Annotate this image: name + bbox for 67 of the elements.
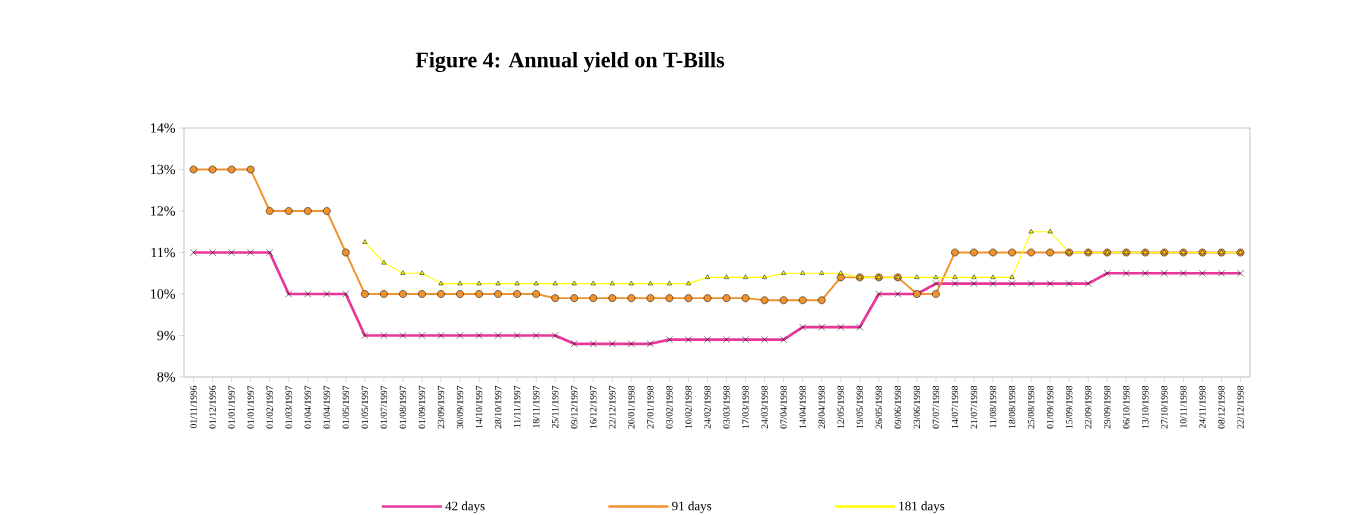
x-tick-label: 09/06/1998: [894, 385, 902, 429]
x-tick-label: 01/08/1997: [399, 385, 407, 429]
x-tick-label: 13/10/1998: [1142, 385, 1149, 428]
x-tick-label: 01/11/1996: [190, 385, 197, 429]
x-tick-label: 14/07/1998: [951, 385, 959, 428]
x-tick-label: 01/12/1996: [209, 385, 216, 429]
x-tick-label: 27/10/1998: [1161, 385, 1168, 429]
x-tick-label: 03/03/1998: [723, 385, 730, 429]
x-tick-label: 07/04/1998: [780, 385, 787, 429]
x-tick-label: 18/11/1997: [532, 385, 540, 428]
x-tick-label: 25/11/1997: [552, 385, 559, 429]
x-tick-label: 11/11/1997: [513, 385, 521, 428]
x-tick-label: 20/01/1998: [628, 385, 635, 429]
x-tick-label: 22/09/1998: [1084, 385, 1092, 429]
x-tick-label: 01/05/1997: [342, 385, 350, 429]
x-tick-label: 01/04/1997: [304, 385, 311, 429]
x-tick-label: 19/05/1998: [856, 385, 863, 428]
x-tick-label: 01/01/1997: [247, 385, 254, 429]
x-tick-label: 08/12/1998: [1218, 385, 1225, 429]
x-tick-label: 11/08/1998: [989, 385, 997, 428]
x-tick-label: 24/11/1998: [1199, 385, 1206, 429]
x-tick-label: 07/07/1998: [932, 385, 940, 429]
x-tick-label: 24/03/1998: [761, 385, 768, 429]
y-tick-label: 10%: [151, 289, 175, 299]
y-tick-label: 14%: [151, 123, 175, 133]
x-tick-label: 29/09/1998: [1104, 385, 1111, 429]
x-tick-label: 10/11/1998: [1180, 385, 1187, 428]
x-tick-label: 01/02/1997: [266, 385, 273, 429]
y-tick-label: 12%: [151, 206, 175, 216]
x-tick-label: 12/05/1998: [837, 385, 844, 428]
y-tick-label: 8%: [157, 372, 175, 382]
x-tick-label: 23/09/1997: [437, 385, 445, 429]
x-tick-label: 26/05/1998: [875, 385, 883, 429]
x-tick-label: 01/04/1997: [323, 385, 330, 429]
x-tick-label: 14/04/1998: [799, 385, 806, 428]
legend-label: 91 days: [672, 501, 712, 514]
x-tick-label: 09/12/1997: [571, 385, 578, 429]
y-tick-label: 13%: [151, 164, 175, 175]
x-tick-label: 01/09/1998: [1046, 385, 1054, 429]
x-tick-label: 03/02/1998: [666, 385, 673, 429]
x-tick-label: 18/08/1998: [1008, 385, 1016, 428]
x-tick-label: 23/06/1998: [913, 385, 921, 429]
x-tick-label: 06/10/1998: [1123, 385, 1130, 429]
legend-label: 42 days: [445, 501, 485, 514]
y-tick-label: 11%: [151, 247, 175, 258]
x-tick-label: 14/10/1997: [475, 385, 483, 428]
x-tick-label: 21/07/1998: [970, 385, 978, 429]
x-tick-label: 30/09/1997: [456, 385, 464, 429]
x-tick-label: 15/09/1998: [1065, 385, 1073, 428]
x-tick-label: 16/12/1997: [590, 385, 597, 428]
y-tick-label: 9%: [157, 330, 175, 341]
x-tick-label: 01/01/1997: [228, 385, 235, 429]
x-tick-label: 01/05/1997: [361, 385, 369, 429]
x-tick-label: 28/10/1997: [494, 385, 502, 429]
x-tick-label: 28/04/1998: [818, 385, 825, 429]
x-tick-label: 25/08/1998: [1027, 385, 1035, 429]
x-tick-label: 10/02/1998: [685, 385, 692, 428]
x-tick-label: 01/03/1997: [285, 385, 292, 429]
x-tick-label: 22/12/1997: [609, 385, 616, 429]
x-tick-label: 01/07/1997: [380, 385, 388, 429]
x-tick-label: 17/03/1998: [742, 385, 749, 428]
x-tick-label: 27/01/1998: [647, 385, 654, 429]
x-tick-label: 22/12/1998: [1237, 385, 1244, 429]
legend-label: 181 days: [899, 501, 945, 514]
chart-title: Figure 4: Annual yield on T-Bills: [415, 51, 725, 73]
x-tick-label: 01/09/1997: [418, 385, 426, 429]
x-tick-label: 24/02/1998: [704, 385, 711, 429]
